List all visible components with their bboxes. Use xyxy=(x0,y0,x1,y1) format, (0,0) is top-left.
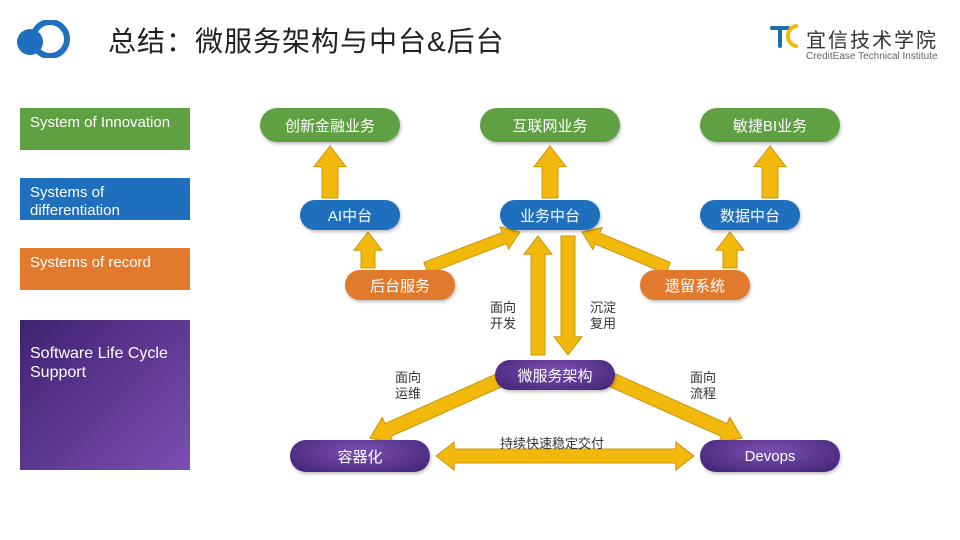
side-innov: System of Innovation xyxy=(20,108,190,150)
p-msa: 微服务架构 xyxy=(495,360,615,390)
brand-en: CreditEase Technical Institute xyxy=(806,51,938,62)
logo-icon xyxy=(14,20,74,58)
side-record: Systems of record xyxy=(20,248,190,290)
p-legacy: 遗留系统 xyxy=(640,270,750,300)
p-devops: Devops xyxy=(700,440,840,472)
l-cd: 持续快速稳定交付 xyxy=(500,436,604,452)
p-data: 数据中台 xyxy=(700,200,800,230)
l-reuse: 沉淀复用 xyxy=(590,300,616,333)
p-bi: 敏捷BI业务 xyxy=(700,108,840,142)
brand-mark-icon xyxy=(770,22,800,55)
brand-block: 宜信技术学院 CreditEase Technical Institute xyxy=(806,24,938,62)
l-dev: 面向开发 xyxy=(490,300,516,333)
slide-stage: 总结：微服务架构与中台&后台 宜信技术学院 CreditEase Technic… xyxy=(0,0,960,540)
brand-cn: 宜信技术学院 xyxy=(806,24,938,53)
p-net: 互联网业务 xyxy=(480,108,620,142)
l-ops: 面向运维 xyxy=(395,370,421,403)
l-flow: 面向流程 xyxy=(690,370,716,403)
p-biz: 业务中台 xyxy=(500,200,600,230)
side-diff: Systems of differentiation xyxy=(20,178,190,220)
p-back: 后台服务 xyxy=(345,270,455,300)
side-sdlc: Software Life Cycle Support xyxy=(20,320,190,470)
p-container: 容器化 xyxy=(290,440,430,472)
page-title: 总结：微服务架构与中台&后台 xyxy=(108,20,505,60)
p-fin: 创新金融业务 xyxy=(260,108,400,142)
p-ai: AI中台 xyxy=(300,200,400,230)
